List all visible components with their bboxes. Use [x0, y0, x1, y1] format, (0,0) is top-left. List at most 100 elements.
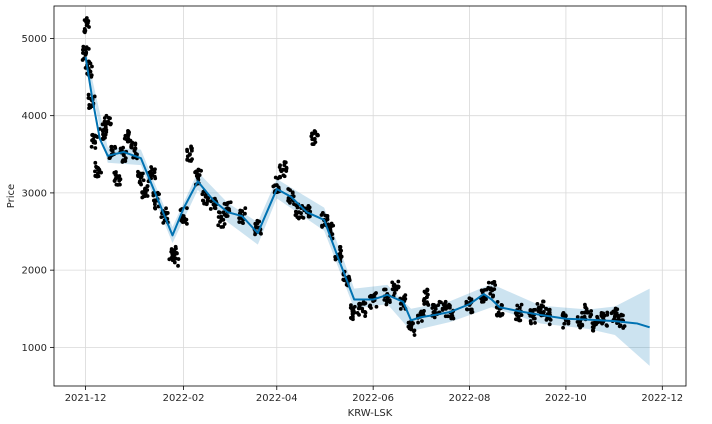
actual-point-cluster — [492, 280, 497, 284]
actual-point-cluster — [295, 205, 300, 210]
actual-point-cluster — [495, 299, 500, 304]
actual-point-cluster — [310, 142, 315, 146]
actual-point-cluster — [433, 307, 438, 311]
actual-point-cluster — [277, 165, 282, 170]
actual-point-cluster — [174, 251, 179, 255]
actual-point-cluster — [618, 323, 623, 328]
actual-point-cluster — [328, 227, 333, 232]
actual-point-cluster — [513, 311, 518, 316]
actual-point-cluster — [423, 290, 428, 295]
actual-point-cluster — [283, 160, 288, 165]
actual-point-cluster — [88, 69, 93, 74]
actual-point-cluster — [486, 280, 491, 285]
actual-point-cluster — [562, 321, 567, 326]
actual-point-cluster — [535, 301, 540, 306]
actual-point-cluster — [440, 308, 445, 312]
actual-point-cluster — [228, 200, 233, 205]
actual-point-cluster — [221, 217, 226, 222]
actual-point-cluster — [87, 59, 92, 64]
actual-point-cluster — [88, 103, 92, 108]
actual-point-cluster — [566, 321, 571, 326]
actual-point-cluster — [533, 321, 537, 325]
actual-point-cluster — [464, 307, 469, 312]
actual-point-cluster — [117, 174, 122, 178]
actual-point-cluster — [430, 302, 435, 307]
actual-point-cluster — [102, 116, 107, 120]
actual-point-cluster — [101, 128, 105, 133]
actual-point-cluster — [363, 309, 367, 314]
actual-point-cluster — [392, 282, 397, 287]
y-tick-label: 1000 — [22, 343, 47, 354]
actual-point-cluster — [309, 134, 314, 139]
actual-point-cluster — [363, 314, 368, 318]
actual-point-cluster — [93, 160, 98, 165]
actual-point-cluster — [89, 73, 94, 77]
actual-point-cluster — [138, 181, 143, 186]
actual-point-cluster — [86, 92, 91, 97]
actual-point-cluster — [437, 299, 442, 304]
actual-point-cluster — [583, 305, 588, 309]
actual-point-cluster — [169, 247, 174, 251]
actual-point-cluster — [488, 286, 492, 291]
actual-point-cluster — [310, 131, 314, 136]
actual-point-cluster — [296, 216, 301, 221]
actual-point-cluster — [123, 156, 128, 161]
actual-point-cluster — [350, 309, 355, 314]
actual-point-cluster — [243, 211, 247, 216]
actual-point-cluster — [173, 256, 177, 261]
actual-point-cluster — [271, 184, 276, 189]
actual-point-cluster — [185, 149, 190, 154]
actual-point-cluster — [310, 137, 315, 142]
actual-point-cluster — [113, 144, 117, 149]
actual-point-cluster — [403, 293, 408, 298]
actual-point-cluster — [143, 194, 148, 199]
actual-point-cluster — [109, 144, 114, 149]
actual-point-cluster — [237, 220, 242, 224]
actual-point-cluster — [201, 198, 206, 203]
actual-point-cluster — [183, 217, 188, 222]
actual-point-cluster — [480, 296, 485, 301]
actual-point-cluster — [132, 149, 137, 153]
actual-point-cluster — [579, 323, 584, 328]
actual-point-cluster — [87, 25, 91, 29]
actual-point-cluster — [90, 64, 94, 69]
actual-point-cluster — [200, 192, 205, 197]
x-tick-label: 2022-12 — [641, 393, 683, 404]
actual-point-cluster — [216, 215, 221, 219]
actual-point-cluster — [491, 294, 495, 299]
actual-point-cluster — [536, 306, 541, 311]
actual-point-cluster — [122, 136, 127, 141]
actual-point-cluster — [320, 211, 325, 215]
forecast-line-layer — [84, 56, 650, 329]
actual-point-cluster — [104, 128, 109, 132]
actual-point-cluster — [446, 305, 451, 310]
actual-point-cluster — [185, 154, 190, 159]
actual-point-cluster — [301, 216, 306, 220]
actual-point-cluster — [513, 317, 518, 322]
actual-point-cluster — [432, 315, 437, 320]
actual-point-cluster — [425, 302, 430, 306]
actual-point-cluster — [114, 172, 118, 177]
actual-point-cluster — [409, 323, 414, 328]
actual-point-cluster — [584, 310, 588, 315]
actual-point-cluster — [100, 122, 105, 127]
actual-point-cluster — [443, 301, 447, 306]
actual-point-cluster — [374, 304, 379, 309]
actual-point-cluster — [467, 296, 472, 301]
actual-point-cluster — [81, 44, 86, 49]
actual-point-cluster — [279, 169, 284, 174]
actual-point-cluster — [120, 160, 125, 164]
actual-point-cluster — [390, 287, 395, 292]
actual-point-cluster — [170, 251, 175, 256]
actual-point-cluster — [517, 305, 522, 310]
actual-point-cluster — [349, 303, 353, 308]
actual-point-cluster — [284, 169, 289, 173]
actual-point-cluster — [582, 314, 587, 319]
actual-point-cluster — [127, 130, 131, 135]
actual-point-cluster — [189, 144, 193, 149]
actual-point-cluster — [589, 312, 594, 317]
actual-point-cluster — [396, 279, 401, 284]
actual-point-cluster — [195, 169, 200, 174]
actual-point-cluster — [108, 116, 112, 121]
